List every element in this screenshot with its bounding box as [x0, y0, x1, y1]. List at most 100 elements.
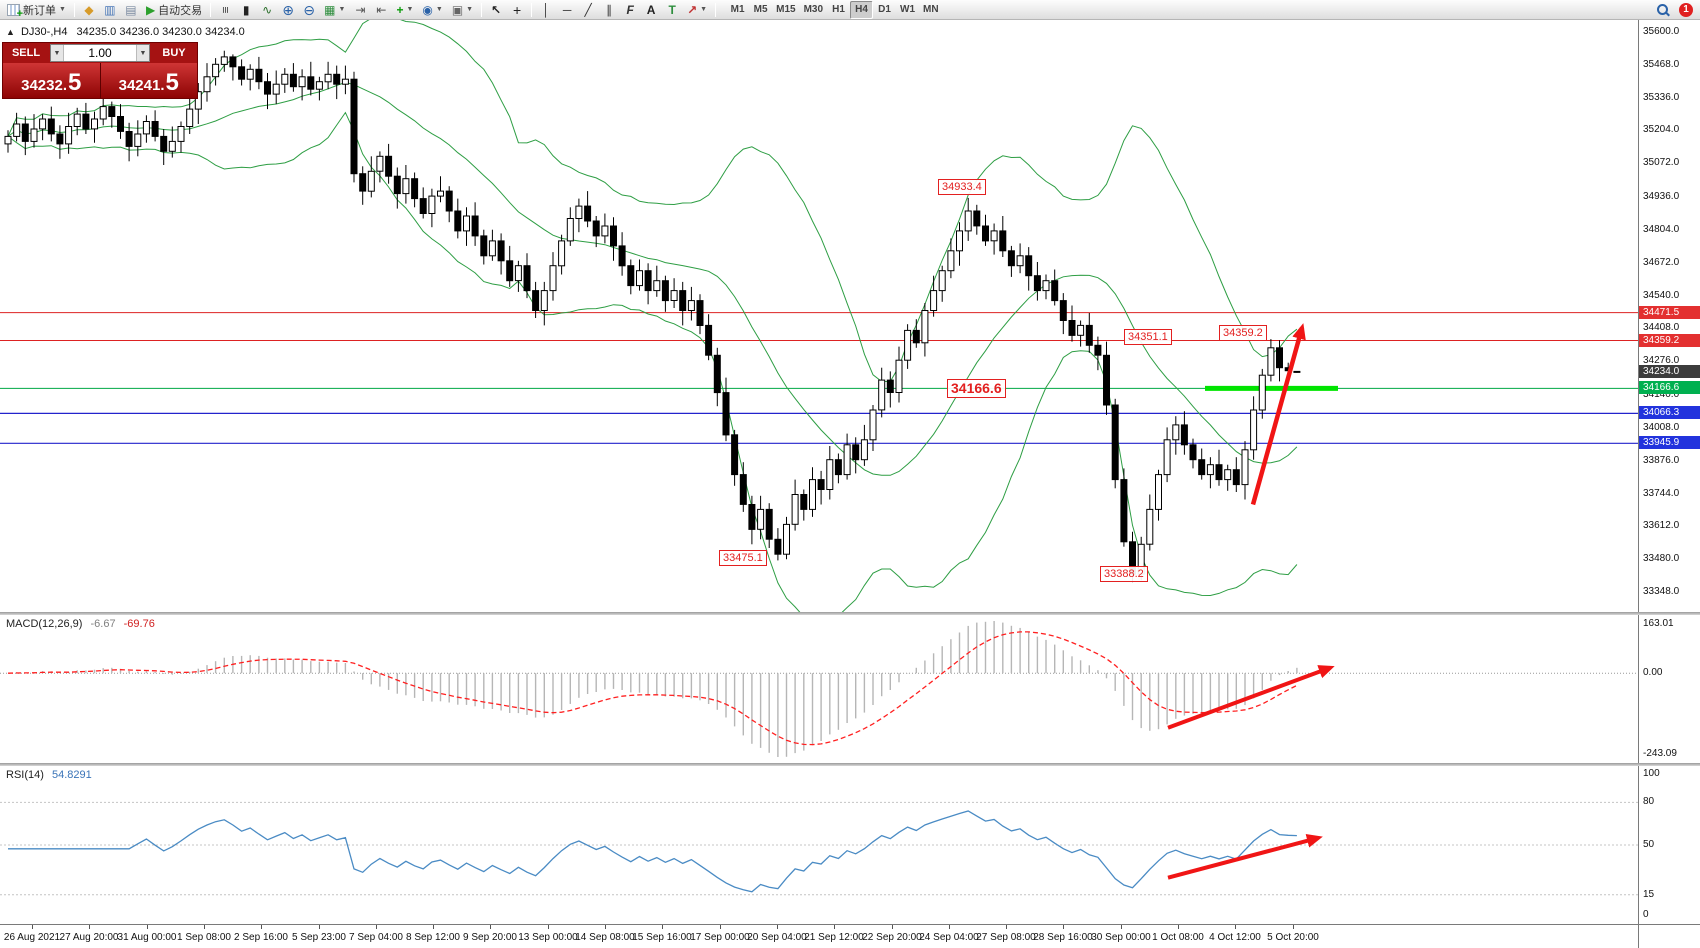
- time-label: 8 Sep 12:00: [406, 932, 460, 943]
- tile-windows-button[interactable]: ▦ ▼: [320, 1, 349, 19]
- price-tick-label: 35468.0: [1643, 59, 1680, 70]
- volume-control: ▼ ▼: [50, 44, 150, 62]
- template-icon: ▣: [451, 2, 464, 17]
- macd-axis[interactable]: 163.01 0.00 -243.09: [1638, 615, 1700, 763]
- market-watch-button[interactable]: ◆: [79, 1, 99, 19]
- price-tick-label: 34408.0: [1643, 322, 1680, 333]
- rsi-level-label: 0: [1643, 909, 1649, 920]
- time-tick: [147, 925, 148, 929]
- arrows-tool-button[interactable]: ↗ ▼: [683, 1, 711, 19]
- price-annotation[interactable]: 34351.1: [1124, 329, 1172, 345]
- timeframe-button-d1[interactable]: D1: [878, 4, 891, 15]
- fibonacci-button[interactable]: F: [620, 1, 640, 19]
- time-label: 26 Aug 2021: [3, 932, 61, 943]
- time-tick: [204, 925, 205, 929]
- zoom-out-button[interactable]: ⊖: [299, 1, 319, 19]
- timeframe-button-w1[interactable]: W1: [900, 4, 916, 15]
- zoom-in-button[interactable]: ⊕: [278, 1, 298, 19]
- label-tool-button[interactable]: T: [662, 1, 682, 19]
- volume-decrease-button[interactable]: ▼: [51, 45, 64, 61]
- price-axis[interactable]: 35600.0 35468.0 35336.0 35204.0 35072.0 34936…: [1638, 20, 1700, 612]
- macd-label: MACD(12,26,9) -6.67 -69.76: [6, 618, 155, 630]
- panel-separator[interactable]: [0, 612, 1700, 615]
- macd-plot[interactable]: [0, 615, 1638, 768]
- timeframe-button-m15[interactable]: M15: [776, 4, 796, 15]
- channel-button[interactable]: ∥: [599, 1, 619, 19]
- time-label: 9 Sep 20:00: [463, 932, 517, 943]
- toolbar-separator: [531, 2, 533, 17]
- timeframe-button-mn[interactable]: MN: [923, 4, 939, 15]
- timeframe-button-h1[interactable]: H1: [832, 4, 845, 15]
- volume-input[interactable]: [64, 45, 136, 61]
- axis-corner: [1638, 925, 1700, 948]
- chart-shift-button[interactable]: ⇤: [371, 1, 391, 19]
- add-indicator-button[interactable]: + ▼: [392, 1, 417, 19]
- price-tick-label: 35072.0: [1643, 157, 1680, 168]
- toolbar-separator: [481, 2, 483, 17]
- rsi-label: RSI(14) 54.8291: [6, 769, 92, 781]
- timeframe-button-h4[interactable]: H4: [850, 0, 874, 19]
- time-tick: [892, 925, 893, 929]
- data-window-button[interactable]: ▥: [100, 1, 120, 19]
- price-tick-label: 34276.0: [1643, 355, 1680, 366]
- rsi-plot[interactable]: [0, 766, 1638, 929]
- timeframe-button-m30[interactable]: M30: [803, 4, 824, 15]
- navigator-button[interactable]: ▤: [121, 1, 141, 19]
- add-indicator-icon: +: [396, 2, 404, 17]
- time-axis[interactable]: 26 Aug 2021 27 Aug 20:00 31 Aug 00:00 1 Sep…: [0, 924, 1700, 948]
- template-button[interactable]: ▣ ▼: [448, 1, 477, 19]
- price-tick-label: 33480.0: [1643, 553, 1680, 564]
- text-tool-button[interactable]: A: [641, 1, 661, 19]
- sell-button[interactable]: 34232.5: [3, 63, 101, 98]
- crosshair-button[interactable]: +: [507, 1, 527, 19]
- volume-increase-button[interactable]: ▼: [136, 45, 149, 61]
- timeframe-button-m1[interactable]: M1: [730, 4, 745, 15]
- price-tick-label: 35204.0: [1643, 124, 1680, 135]
- time-tick: [548, 925, 549, 929]
- sell-label: SELL: [11, 47, 41, 59]
- new-order-button[interactable]: 新订单 ▼: [3, 1, 70, 20]
- buy-button[interactable]: 34241.5: [100, 63, 197, 98]
- time-tick: [1063, 925, 1064, 929]
- horizontal-line-button[interactable]: ─: [557, 1, 577, 19]
- candlestick-chart-button[interactable]: ▮: [236, 1, 256, 19]
- time-tick: [1178, 925, 1179, 929]
- macd-zero-label: 0.00: [1643, 667, 1663, 678]
- vertical-line-icon: │: [542, 2, 550, 17]
- trendline-button[interactable]: ╱: [578, 1, 598, 19]
- zoom-out-icon: ⊖: [303, 1, 316, 18]
- cursor-button[interactable]: ↖: [486, 1, 506, 19]
- price-tick-label: 35600.0: [1643, 26, 1680, 37]
- search-button[interactable]: [1652, 1, 1674, 19]
- line-chart-button[interactable]: ∿: [257, 1, 277, 19]
- rsi-axis[interactable]: 100 80 50 15 0: [1638, 766, 1700, 924]
- candlestick-chart-icon: ▮: [242, 2, 250, 17]
- time-label: 1 Oct 08:00: [1152, 932, 1204, 943]
- panel-separator[interactable]: [0, 763, 1700, 766]
- one-click-trading-panel: SELL ▼ ▼ BUY 34232.5 34241.5: [2, 42, 198, 99]
- price-tick-label: 34540.0: [1643, 290, 1680, 301]
- auto-scroll-button[interactable]: ⇥: [350, 1, 370, 19]
- price-annotation[interactable]: 34933.4: [938, 179, 986, 195]
- time-label: 2 Sep 16:00: [234, 932, 288, 943]
- time-tick: [376, 925, 377, 929]
- notification-badge[interactable]: 1: [1679, 2, 1693, 17]
- period-button[interactable]: ◉ ▼: [418, 1, 446, 19]
- price-annotation[interactable]: 33388.2: [1100, 566, 1148, 582]
- time-tick: [32, 925, 33, 929]
- bar-chart-button[interactable]: ≡: [215, 1, 235, 19]
- price-annotation[interactable]: 33475.1: [719, 550, 767, 566]
- chevron-down-icon: ▼: [59, 6, 66, 13]
- time-tick: [433, 925, 434, 929]
- time-tick: [319, 925, 320, 929]
- price-annotation[interactable]: 34166.6: [947, 379, 1006, 398]
- candlestick-plot[interactable]: [0, 17, 1638, 623]
- price-annotation[interactable]: 34359.2: [1219, 325, 1267, 341]
- crosshair-icon: +: [513, 1, 522, 18]
- time-tick: [720, 925, 721, 929]
- price-tick-label: 34936.0: [1643, 191, 1680, 202]
- timeframe-button-m5[interactable]: M5: [753, 4, 768, 15]
- autotrade-button[interactable]: ▶ 自动交易: [142, 1, 206, 19]
- vertical-line-button[interactable]: │: [536, 1, 556, 19]
- one-click-panel-toggle-icon[interactable]: ▲: [6, 27, 15, 37]
